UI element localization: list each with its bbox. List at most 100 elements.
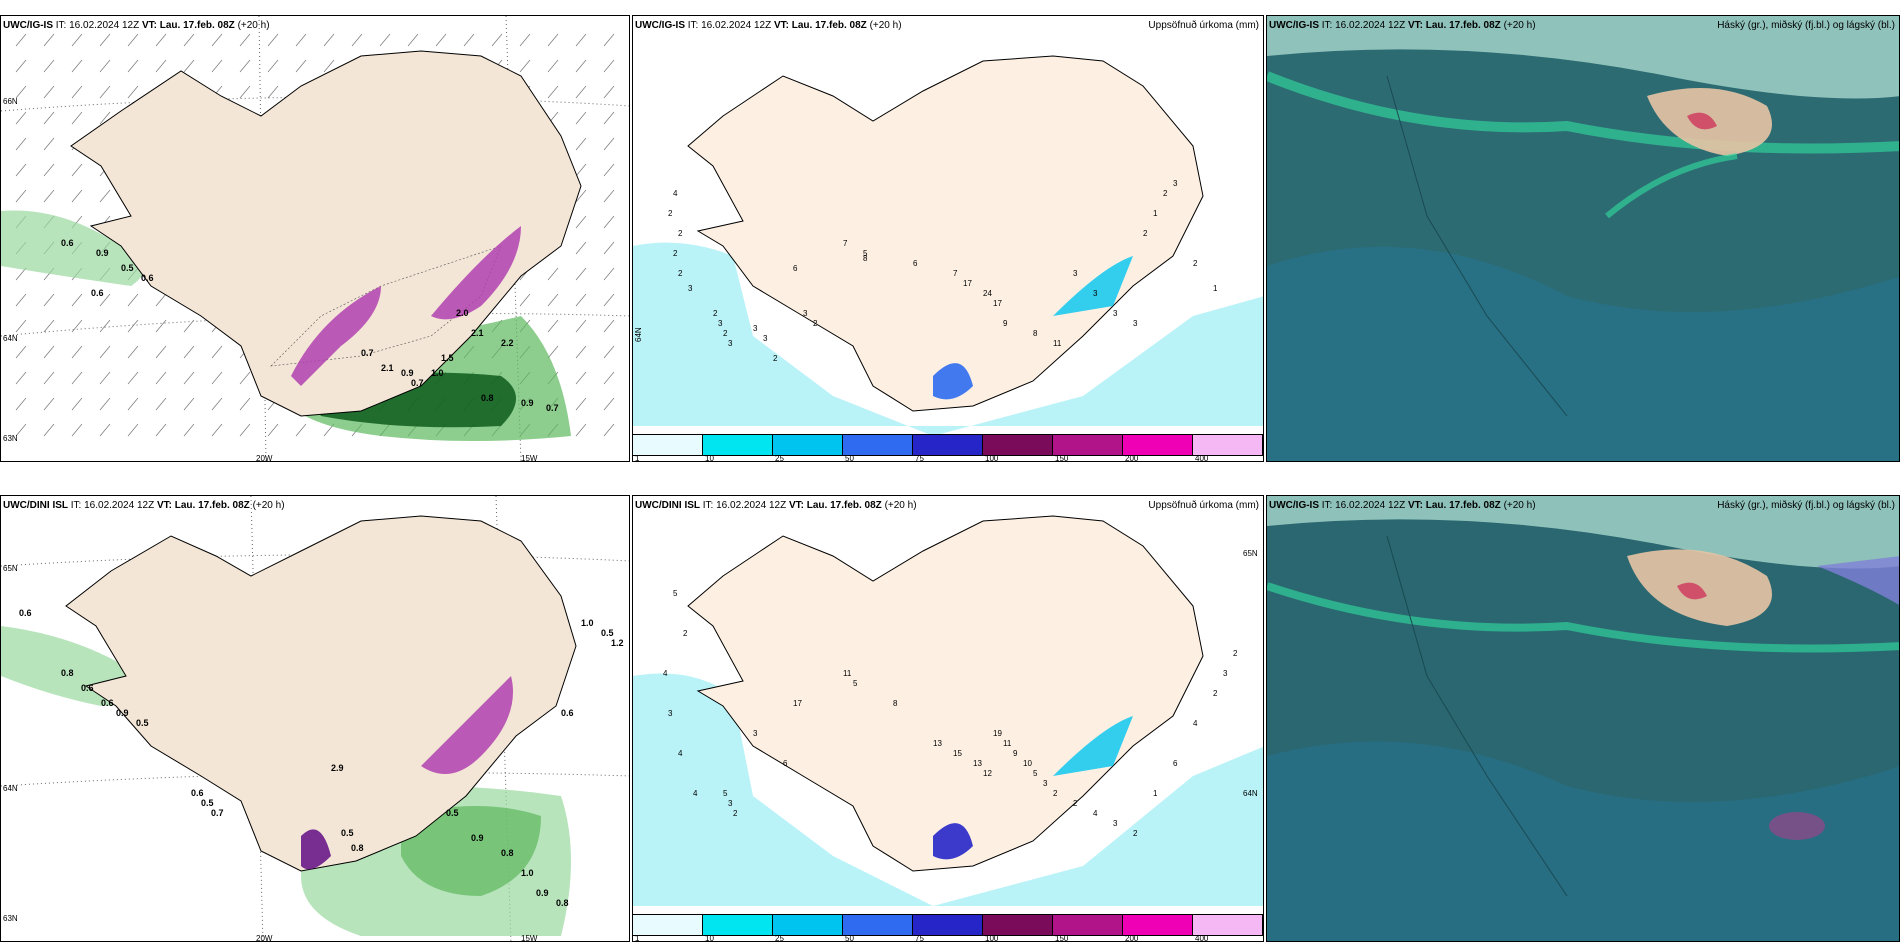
value-label: 3 bbox=[718, 319, 723, 328]
colorbar-label: 200 bbox=[1125, 454, 1139, 462]
wind-barb bbox=[183, 59, 195, 73]
value-label: 3 bbox=[1113, 309, 1118, 318]
value-label: 2.1 bbox=[471, 328, 484, 338]
colorbar-swatch bbox=[773, 435, 843, 455]
precip-panel-top: 4 2 2 2 2 3 2 3 2 3 3 3 2 6 3 2 7 5 8 6 7 17 24 17 9 8 11 3 3 3 3 2 1 2 3 2… bbox=[632, 15, 1264, 462]
wind-barb bbox=[547, 85, 559, 99]
wind-barb bbox=[323, 33, 335, 47]
wind-barb bbox=[71, 33, 83, 47]
value-label: 2 bbox=[1163, 189, 1168, 198]
value-label: 6 bbox=[1173, 759, 1178, 768]
value-label: 3 bbox=[728, 339, 733, 348]
value-label: 2.9 bbox=[331, 763, 344, 773]
panel-header: UWC/IG-IS IT: 16.02.2024 12Z VT: Lau. 17… bbox=[3, 20, 270, 31]
value-label: 0.6 bbox=[81, 683, 94, 693]
wind-barb bbox=[43, 345, 55, 359]
value-label: 4 bbox=[663, 669, 668, 678]
colorbar-swatch bbox=[913, 435, 983, 455]
wind-barb bbox=[15, 345, 27, 359]
colorbar-labels-bottom: 1 10 25 50 75 100 150 200 400 bbox=[633, 934, 1263, 942]
value-label: 12 bbox=[983, 769, 992, 778]
wind-barb bbox=[71, 319, 83, 333]
colorbar-label: 75 bbox=[915, 934, 924, 942]
panel-header: UWC/DINI ISL IT: 16.02.2024 12Z VT: Lau.… bbox=[3, 500, 285, 511]
value-label: 2 bbox=[723, 329, 728, 338]
wind-barb bbox=[71, 59, 83, 73]
value-label: 1 bbox=[1153, 209, 1158, 218]
wind-barb bbox=[575, 59, 587, 73]
wind-barb bbox=[99, 33, 111, 47]
value-label: 4 bbox=[673, 189, 678, 198]
wind-barb bbox=[575, 163, 587, 177]
wind-barb bbox=[547, 319, 559, 333]
wind-barb bbox=[603, 423, 615, 437]
wind-barb bbox=[99, 111, 111, 125]
value-label: 0.5 bbox=[201, 798, 214, 808]
value-label: 2 bbox=[733, 809, 738, 818]
value-label: 1.0 bbox=[521, 868, 534, 878]
wind-barb bbox=[295, 423, 307, 437]
value-label: 8 bbox=[863, 254, 868, 263]
value-label: 9 bbox=[1003, 319, 1008, 328]
value-label: 0.8 bbox=[351, 843, 364, 853]
value-label: 0.6 bbox=[191, 788, 204, 798]
value-label: 0.5 bbox=[446, 808, 459, 818]
wind-barb bbox=[43, 85, 55, 99]
value-label: 0.8 bbox=[501, 848, 514, 858]
value-label: 0.5 bbox=[601, 628, 614, 638]
panel-header: UWC/DINI ISL IT: 16.02.2024 12Z VT: Lau.… bbox=[635, 500, 1259, 511]
value-label: 4 bbox=[1193, 719, 1198, 728]
wind-barb bbox=[15, 85, 27, 99]
value-label: 5 bbox=[723, 789, 728, 798]
value-label: 0.9 bbox=[536, 888, 549, 898]
colorbar-swatch bbox=[1123, 915, 1193, 935]
wind-barb bbox=[575, 215, 587, 229]
cloud-map-bottom bbox=[1267, 496, 1899, 941]
wind-barb bbox=[43, 137, 55, 151]
value-label: 1 bbox=[1213, 284, 1218, 293]
wind-barb bbox=[43, 293, 55, 307]
wind-barb bbox=[603, 371, 615, 385]
value-label: 11 bbox=[1053, 339, 1062, 348]
lat-label: 64N bbox=[3, 334, 18, 343]
wind-barb bbox=[575, 371, 587, 385]
wind-barb bbox=[519, 59, 531, 73]
wind-barb bbox=[15, 397, 27, 411]
wind-barb bbox=[239, 85, 251, 99]
wind-barb bbox=[435, 33, 447, 47]
value-label: 0.6 bbox=[61, 238, 74, 248]
wind-barb bbox=[575, 189, 587, 203]
wind-barb bbox=[183, 397, 195, 411]
value-label: 9 bbox=[1013, 749, 1018, 758]
wind-barb bbox=[71, 293, 83, 307]
wind-barb bbox=[603, 345, 615, 359]
lon-label: 15W bbox=[521, 934, 538, 942]
value-label: 5 bbox=[1033, 769, 1038, 778]
wind-barb bbox=[15, 371, 27, 385]
panel-title: Háský (gr.), miðský (fj.bl.) og lágský (… bbox=[1717, 500, 1895, 511]
value-label: 0.8 bbox=[481, 393, 494, 403]
value-label: 3 bbox=[1073, 269, 1078, 278]
value-label: 8 bbox=[1033, 329, 1038, 338]
colorbar-swatch bbox=[843, 435, 913, 455]
wind-barb bbox=[71, 423, 83, 437]
panel-title: Uppsöfnuð úrkoma (mm) bbox=[1148, 20, 1259, 31]
wind-barb bbox=[519, 293, 531, 307]
panel-title: Háský (gr.), miðský (fj.bl.) og lágský (… bbox=[1717, 20, 1895, 31]
value-label: 3 bbox=[1133, 319, 1138, 328]
value-label: 0.9 bbox=[96, 248, 109, 258]
value-label: 2 bbox=[1133, 829, 1138, 838]
value-label: 2 bbox=[713, 309, 718, 318]
wind-barb bbox=[575, 345, 587, 359]
wind-barb bbox=[155, 33, 167, 47]
wind-barb bbox=[127, 397, 139, 411]
value-label: 2 bbox=[1233, 649, 1238, 658]
wind-barb bbox=[183, 319, 195, 333]
value-label: 3 bbox=[753, 324, 758, 333]
panel-title: Uppsöfnuð úrkoma (mm) bbox=[1148, 500, 1259, 511]
value-label: 2 bbox=[813, 319, 818, 328]
colorbar-label: 100 bbox=[985, 454, 999, 462]
value-label: 2.0 bbox=[456, 308, 469, 318]
colorbar-swatch bbox=[633, 435, 703, 455]
